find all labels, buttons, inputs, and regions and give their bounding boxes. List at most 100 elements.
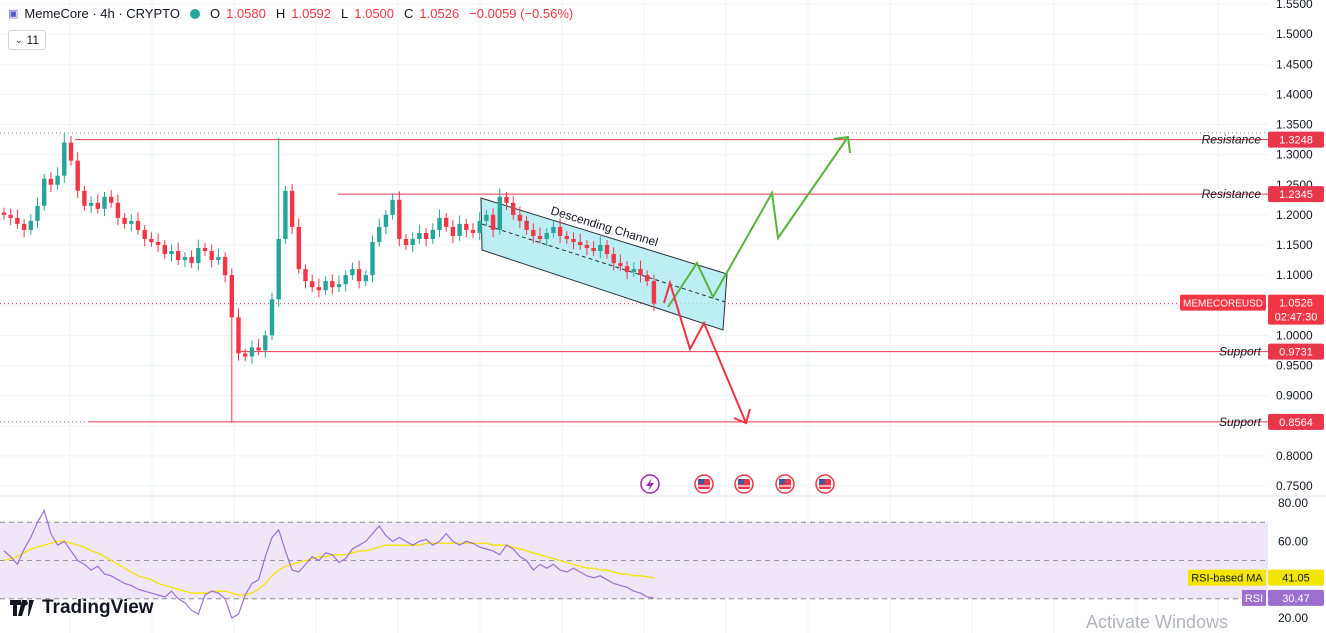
price-tick-label: 1.2000 (1276, 208, 1313, 222)
activate-windows-watermark: Activate Windows (1086, 612, 1229, 632)
price-tick-label: 1.0000 (1276, 328, 1313, 342)
candle-body (410, 238, 415, 245)
candle-body (645, 275, 650, 282)
candle-body (182, 257, 188, 261)
price-tick-label: 0.8000 (1276, 449, 1313, 463)
change-value: −0.0059 (−0.56%) (469, 6, 574, 21)
candle-body (95, 202, 100, 209)
price-tick-label: 0.9500 (1276, 359, 1313, 373)
current-price-tag-text: 02:47:30 (1275, 312, 1318, 324)
candle-body (631, 269, 636, 273)
candle-body (75, 160, 80, 191)
candle-body (88, 202, 94, 206)
bearish-arrowhead (733, 408, 751, 425)
rsi-ma-tag (1188, 569, 1266, 586)
candle-body (470, 229, 476, 233)
candle-body (537, 235, 543, 239)
candle-body (571, 238, 576, 242)
candle-body (142, 229, 147, 239)
candle-body (28, 220, 33, 230)
current-price-tag-text: 1.0526 (1279, 298, 1313, 310)
candle-body (176, 251, 181, 261)
level-price-tag (1268, 343, 1324, 360)
candle-body (477, 220, 482, 233)
candle-body (155, 241, 161, 245)
candle-body (531, 229, 536, 236)
candle-body (651, 281, 657, 304)
indicators-toggle-button[interactable]: ⌄ 11 (8, 30, 46, 50)
rsi-tag (1242, 589, 1266, 606)
level-price-tag-text: 0.9731 (1279, 347, 1313, 359)
candle-body (450, 226, 456, 236)
candle-body (1, 212, 7, 215)
candle-body (430, 229, 435, 239)
candle-body (310, 281, 315, 288)
indicators-count: 11 (26, 33, 39, 47)
candle-body (283, 190, 288, 239)
rsi-value-tag (1268, 589, 1324, 606)
candle-body (209, 251, 214, 261)
candle-body (269, 299, 275, 336)
bitcoin-flag-icon: ▣ (8, 8, 19, 20)
axis-tags: 1.3248 1.2345 0.9731 0.8564 MEMECOREUSD 1.052… (1180, 131, 1324, 606)
high-label: H (275, 6, 286, 21)
candle-body (511, 202, 516, 215)
candle-body (35, 205, 40, 221)
candle-body (236, 317, 241, 354)
open-value: 1.0580 (226, 6, 266, 21)
candle-body (437, 217, 442, 230)
candle-body (109, 196, 114, 203)
candle-body (42, 178, 47, 206)
price-tick-label: 1.4000 (1276, 87, 1313, 101)
level-label: Resistance (1202, 133, 1262, 147)
candle-body (169, 251, 174, 255)
level-label: Support (1219, 415, 1262, 429)
candle-body (383, 214, 389, 227)
lightning-icon (646, 478, 654, 491)
low-value: 1.0500 (354, 6, 395, 21)
price-tick-label: 1.4500 (1276, 57, 1313, 71)
price-tick-label: 1.3000 (1276, 148, 1313, 162)
symbol-title[interactable]: MemeCore · 4h · CRYPTO (24, 6, 180, 21)
candle-body (363, 275, 368, 282)
rsi-ma-value-tag-text: 41.05 (1282, 573, 1310, 585)
tradingview-logo[interactable]: TradingView (10, 597, 154, 619)
candle-body (8, 214, 13, 218)
market-status-icon (189, 8, 200, 19)
level-label: Resistance (1202, 187, 1262, 201)
rsi-tick-label: 20.00 (1278, 611, 1308, 625)
candle-body (115, 202, 121, 218)
candle-body (62, 142, 67, 176)
level-label: Support (1219, 345, 1262, 359)
rsi-pane (0, 509, 1268, 619)
channel-midline (481, 223, 726, 303)
candle-body (551, 226, 556, 233)
candle-body (598, 245, 603, 252)
open-label: O (209, 6, 221, 21)
candle-body (122, 217, 127, 224)
event-icons (640, 474, 835, 494)
candle-body (316, 287, 322, 291)
candle-body (564, 235, 569, 239)
price-tick-label: 0.9000 (1276, 389, 1313, 403)
candle-body (68, 142, 74, 161)
candles (1, 132, 657, 423)
candle-body (276, 238, 281, 300)
candle-body (417, 232, 422, 239)
candle-body (524, 220, 529, 230)
candle-body (222, 257, 228, 276)
candle-body (330, 281, 335, 288)
candle-body (196, 248, 201, 264)
level-price-tag (1268, 413, 1324, 430)
candle-body (336, 284, 342, 288)
rsi-tag-text: RSI (1245, 593, 1263, 605)
candle-body (303, 269, 308, 282)
chevron-down-icon: ⌄ (14, 34, 23, 45)
tradingview-logo-icon (10, 600, 34, 616)
candle-body (544, 232, 549, 239)
candle-body (216, 257, 221, 261)
candle-body (296, 226, 301, 270)
candle-body (21, 223, 27, 230)
price-tick-label: 1.1500 (1276, 238, 1313, 252)
